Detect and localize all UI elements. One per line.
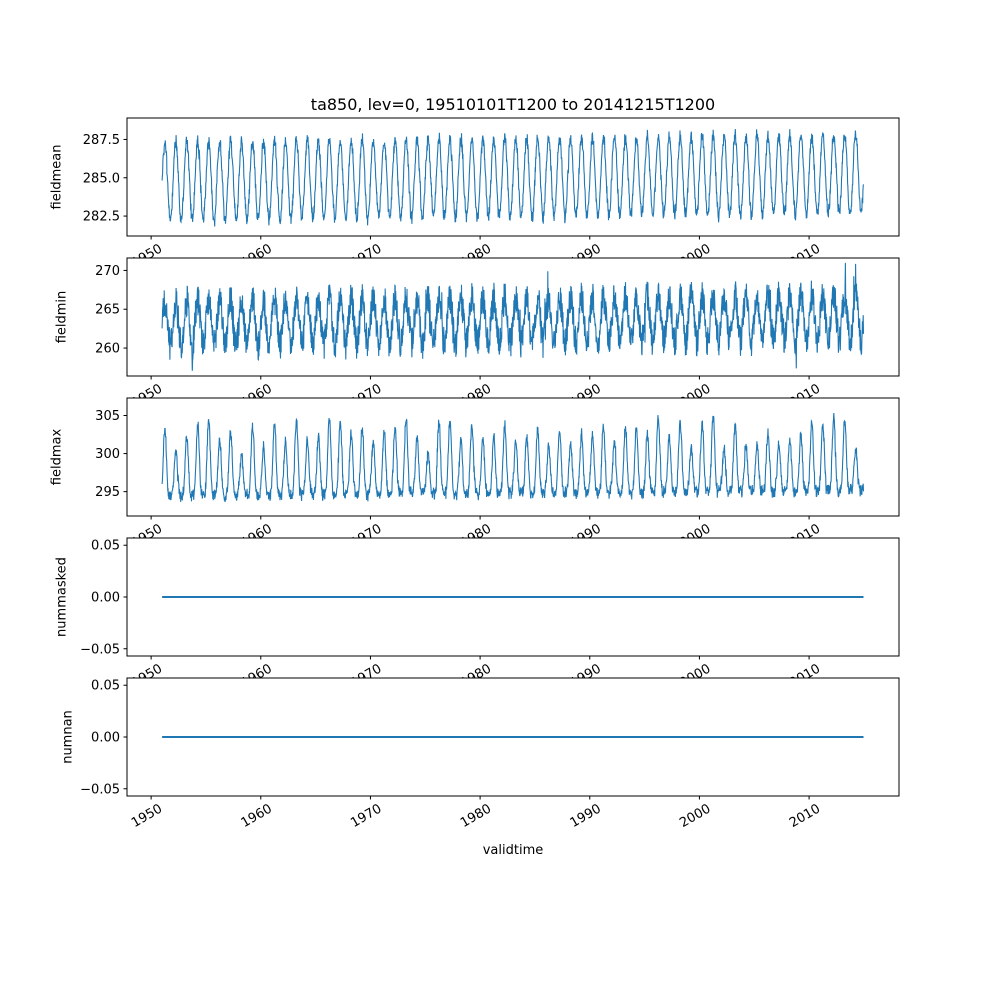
y-tick-label: 0.00: [91, 731, 120, 746]
y-axis-label-nummasked: fieldmax: [49, 428, 65, 486]
y-tick-label: −0.05: [80, 782, 120, 797]
y-axis-label-fieldmin: fieldmin: [54, 290, 70, 344]
series-line-fieldmean: [161, 128, 865, 227]
x-tick-label: 1980: [458, 801, 494, 831]
axes-spines: [126, 257, 900, 377]
y-tick-label: 265: [95, 303, 120, 318]
y-tick-label: 0.00: [91, 591, 120, 606]
plot-background: [127, 398, 899, 516]
x-tick-label: 2010: [787, 801, 823, 831]
y-tick-label: 282.5: [83, 210, 120, 225]
y-tick-label: 285.0: [83, 171, 120, 186]
y-tick-label: 305: [95, 409, 120, 424]
x-tick-label: 1960: [239, 801, 275, 831]
y-tick-label: 0.05: [91, 539, 120, 554]
y-axis-label-nummasked: nummasked: [54, 557, 70, 637]
subplot-numnan: −0.05 0.00 0.05 1950 1960 1970 1980 1990 2000 201…: [80, 677, 900, 831]
x-tick-label: 2000: [677, 801, 713, 831]
y-axis-label-numnan: numnan: [60, 710, 76, 764]
x-tick-label: 1990: [568, 801, 604, 831]
y-tick-label: 287.5: [83, 133, 120, 148]
series-line-fieldmax: [161, 412, 865, 503]
x-axis-label: validtime: [482, 843, 544, 858]
axes-spines: [126, 397, 900, 517]
x-tick-label: 1950: [129, 801, 165, 831]
series-line-fieldmin: [161, 262, 865, 371]
x-tick-label: 1970: [348, 801, 384, 831]
axes-spines: [126, 117, 900, 237]
y-tick-label: 295: [95, 485, 120, 500]
y-tick-label: 270: [95, 264, 120, 279]
y-axis-label-fieldmean: fieldmean: [49, 144, 65, 210]
y-tick-label: 300: [95, 447, 120, 462]
y-tick-label: 260: [95, 342, 120, 357]
y-tick-label: 0.05: [91, 679, 120, 694]
y-tick-label: −0.05: [80, 642, 120, 657]
chart-title: ta850, lev=0, 19510101T1200 to 20141215T…: [310, 95, 716, 114]
